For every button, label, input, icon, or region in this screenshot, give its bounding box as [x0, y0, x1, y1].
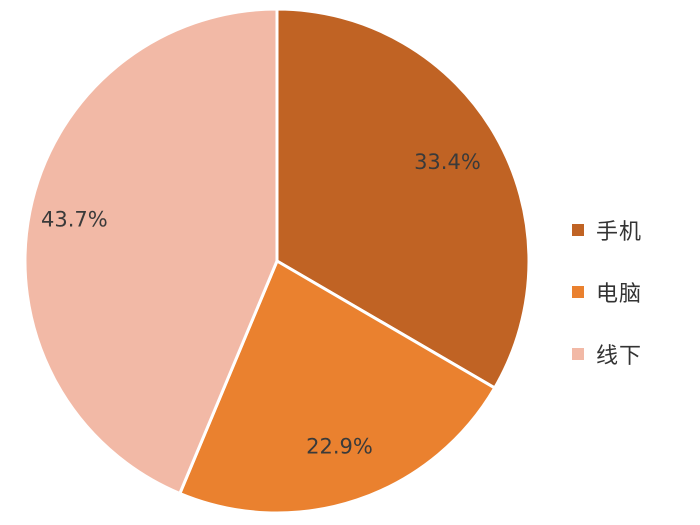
pie-slice-2 — [23, 7, 279, 496]
legend-item-2: 线下 — [572, 339, 642, 369]
legend-item-0: 手机 — [572, 215, 642, 245]
legend-swatch-2 — [572, 348, 584, 360]
slice-data-label-2: 43.7% — [41, 207, 108, 231]
pie-slice-0 — [275, 7, 531, 390]
legend-label-2: 线下 — [596, 344, 643, 369]
legend-label-1: 电脑 — [596, 282, 643, 307]
legend-item-1: 电脑 — [572, 277, 642, 307]
slice-data-label-0: 33.4% — [414, 150, 481, 174]
legend-swatch-0 — [572, 224, 584, 236]
legend-swatch-1 — [572, 286, 584, 298]
legend: 手机 电脑 线下 — [572, 215, 642, 401]
legend-label-0: 手机 — [596, 220, 643, 245]
slice-data-label-1: 22.9% — [306, 434, 373, 458]
pie-slice-1 — [178, 259, 497, 515]
